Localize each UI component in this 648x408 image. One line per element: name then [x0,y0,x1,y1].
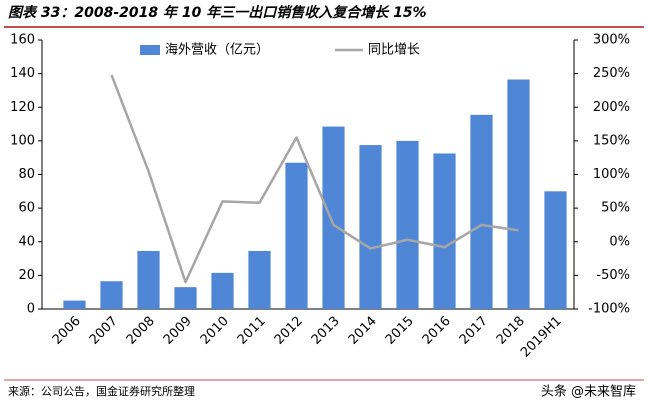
chart-title: 图表 33：2008-2018 年 10 年三一出口销售收入复合增长 15% [8,4,427,21]
bar [63,300,86,309]
x-tick-label: 2015 [383,314,417,348]
bar [359,145,382,309]
y2-tick-label: 0% [609,234,630,249]
bar [470,114,493,309]
y-tick-label: 100 [10,133,35,148]
bar [137,250,160,309]
y2-tick-label: 100% [593,167,630,182]
y-tick-label: 0 [27,302,35,317]
y2-tick-label: 150% [593,133,630,148]
y-tick-label: 160 [10,33,35,48]
y-tick-label: 80 [18,167,35,182]
watermark: 头条 @未来智库 [541,384,636,400]
legend-label: 海外营收（亿元） [165,43,269,58]
x-tick-label: 2006 [50,314,84,348]
y-tick-label: 60 [18,201,35,216]
legend-swatch [140,45,160,55]
x-tick-label: 2018 [494,314,528,348]
y2-tick-label: 250% [593,66,630,81]
y2-tick-label: -100% [588,302,630,317]
bar [285,162,308,309]
y-tick-label: 120 [10,100,35,115]
x-tick-label: 2016 [420,314,454,348]
y-tick-label: 40 [18,234,35,249]
x-tick-label: 2019H1 [518,314,565,361]
bar [211,272,234,309]
x-tick-label: 2009 [161,314,195,348]
bar [544,191,567,309]
y2-tick-label: -50% [596,268,630,283]
y2-tick-label: 200% [593,100,630,115]
x-tick-label: 2011 [235,314,269,348]
source: 来源：公司公告，国金证券研究所整理 [8,384,195,398]
y-tick-label: 20 [18,268,35,283]
y-tick-label: 140 [10,66,35,81]
bar [396,140,419,309]
bar [507,79,530,310]
x-tick-label: 2013 [309,314,343,348]
bar [100,281,123,309]
bar [433,153,456,309]
bar [248,250,271,309]
x-tick-label: 2008 [124,314,158,348]
y2-tick-label: 300% [593,33,630,48]
bar [322,126,345,309]
x-tick-label: 2012 [272,314,306,348]
x-tick-label: 2007 [87,314,121,348]
legend-label: 同比增长 [368,43,420,58]
x-tick-label: 2017 [457,314,491,348]
x-tick-label: 2014 [346,314,380,348]
y2-tick-label: 50% [601,201,630,216]
x-tick-label: 2010 [198,314,232,348]
line [110,74,519,284]
bar [174,287,197,309]
